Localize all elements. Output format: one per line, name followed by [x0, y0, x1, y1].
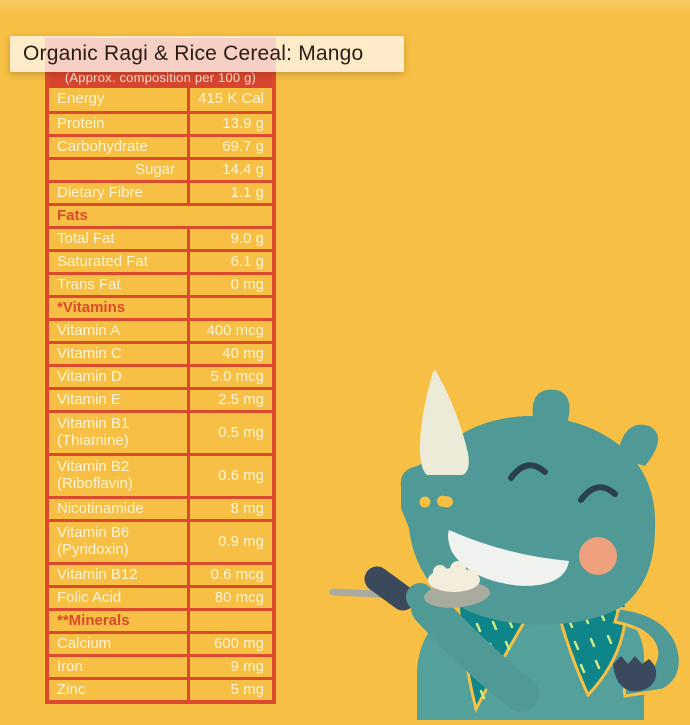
rhino-eyes	[508, 462, 618, 503]
title-tooltip: Organic Ragi & Rice Cereal: Mango	[10, 36, 404, 72]
table-row: Trans Fat 0 mg	[49, 272, 272, 295]
rhino-illustration	[325, 358, 690, 720]
table-row: Folic Acid 80 mcg	[49, 585, 272, 608]
table-row: Vitamin D 5.0 mcg	[49, 364, 272, 387]
rhino-cheek	[579, 537, 617, 575]
table-row: Vitamin B12 0.6 mcg	[49, 562, 272, 585]
row-label: Vitamin B2 (Riboflavin)	[57, 458, 133, 492]
rhino-horn	[419, 370, 469, 475]
row-label: Fats	[57, 206, 88, 224]
row-label: Vitamin B6 (Pyridoxin)	[57, 524, 130, 558]
table-row: Nicotinamide 8 mg	[49, 496, 272, 519]
rhino-hand	[406, 583, 434, 611]
tooltip-text: Organic Ragi & Rice Cereal: Mango	[23, 42, 364, 65]
row-value: 1.1 g	[187, 183, 272, 203]
row-value: 600 mg	[187, 634, 272, 654]
cereal-scoop	[428, 561, 480, 592]
table-row: Sugar 14.4 g	[49, 157, 272, 180]
table-row: Vitamin B6 (Pyridoxin) 0.9 mg	[49, 519, 272, 562]
row-value: 8 mg	[187, 499, 272, 519]
table-row: *Vitamins	[49, 295, 272, 318]
row-label: Dietary Fibre	[57, 183, 143, 201]
row-label: Nicotinamide	[57, 499, 144, 517]
row-value: 0.6 mcg	[187, 565, 272, 585]
row-label: Zinc	[57, 680, 86, 698]
table-row: Protein 13.9 g	[49, 111, 272, 134]
table-row: Vitamin E 2.5 mg	[49, 387, 272, 410]
row-value: 80 mcg	[187, 588, 272, 608]
row-value: 9.0 g	[187, 229, 272, 249]
row-label: Vitamin E	[57, 390, 121, 408]
rhino-left-arm	[411, 590, 539, 712]
nutrition-table: (Approx. composition per 100 g) Energy 41…	[45, 38, 276, 704]
table-row: Vitamin A 400 mcg	[49, 318, 272, 341]
table-row: Zinc 5 mg	[49, 677, 272, 700]
table-row: **Minerals	[49, 608, 272, 631]
row-value: 69.7 g	[187, 137, 272, 157]
row-label: Trans Fat	[57, 275, 121, 293]
row-value	[187, 298, 272, 318]
row-label: Protein	[57, 114, 105, 132]
row-label: Folic Acid	[57, 588, 122, 606]
row-label: Carbohydrate	[57, 137, 148, 155]
row-label: *Vitamins	[57, 298, 126, 316]
row-label: Sugar	[134, 160, 175, 178]
rhino-fist	[613, 656, 657, 692]
table-row: Saturated Fat 6.1 g	[49, 249, 272, 272]
row-label: Vitamin D	[57, 367, 122, 385]
row-value: 400 mcg	[187, 321, 272, 341]
row-label: Vitamin C	[57, 344, 122, 362]
row-value: 40 mg	[187, 344, 272, 364]
row-value: 14.4 g	[187, 160, 272, 180]
row-value: 2.5 mg	[187, 390, 272, 410]
row-value: 415 K Cal	[187, 88, 272, 111]
rhino-nostrils	[419, 495, 453, 508]
table-row: Vitamin B1 (Thiamine) 0.5 mg	[49, 410, 272, 453]
row-value: 0.9 mg	[187, 522, 272, 562]
table-row: Carbohydrate 69.7 g	[49, 134, 272, 157]
row-label: Total Fat	[57, 229, 115, 247]
row-value: 5.0 mcg	[187, 367, 272, 387]
table-header-text: (Approx. composition per 100 g)	[64, 70, 257, 85]
rhino-right-arm	[613, 606, 682, 698]
row-value	[187, 611, 272, 631]
rhino-mouth	[448, 530, 569, 586]
row-label: Iron	[57, 657, 83, 675]
table-row: Calcium 600 mg	[49, 631, 272, 654]
row-value: 0 mg	[187, 275, 272, 295]
table-row: Vitamin C 40 mg	[49, 341, 272, 364]
row-label: Vitamin B12	[57, 565, 138, 583]
table-row: Fats	[49, 203, 272, 226]
spoon-icon	[329, 561, 490, 611]
table-row: Total Fat 9.0 g	[49, 226, 272, 249]
table-row: Energy 415 K Cal	[49, 88, 272, 111]
table-row: Iron 9 mg	[49, 654, 272, 677]
row-value: 0.5 mg	[187, 413, 272, 453]
row-value: 0.6 mg	[187, 456, 272, 496]
row-label: Vitamin B1 (Thiamine)	[57, 415, 130, 449]
row-label: **Minerals	[57, 611, 130, 629]
row-label: Saturated Fat	[57, 252, 148, 270]
rhino-eating-cereal-icon	[329, 370, 682, 720]
row-label: Vitamin A	[57, 321, 121, 339]
table-row: Vitamin B2 (Riboflavin) 0.6 mg	[49, 453, 272, 496]
row-value: 6.1 g	[187, 252, 272, 272]
row-value: 13.9 g	[187, 114, 272, 134]
table-rows: Energy 415 K Cal Protein 13.9 g Carbohydrate…	[49, 88, 272, 700]
row-value: 5 mg	[187, 680, 272, 700]
table-row: Dietary Fibre 1.1 g	[49, 180, 272, 203]
row-label: Energy	[57, 90, 105, 108]
row-label: Calcium	[57, 634, 112, 652]
row-value: 9 mg	[187, 657, 272, 677]
